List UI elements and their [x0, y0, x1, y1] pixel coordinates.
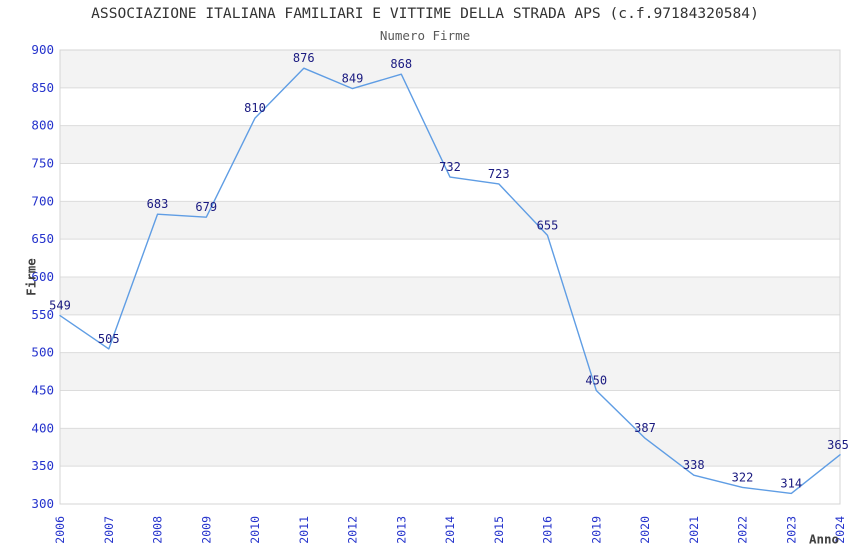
data-point-label: 365: [827, 438, 849, 452]
x-tick-label: 2024: [833, 516, 847, 544]
x-tick-label: 2015: [492, 516, 506, 544]
chart-title: ASSOCIAZIONE ITALIANA FAMILIARI E VITTIM…: [91, 5, 759, 22]
y-tick-label: 900: [31, 42, 54, 57]
plot-bands: [60, 50, 840, 467]
data-point-label: 732: [439, 160, 461, 174]
data-point-label: 314: [780, 476, 802, 490]
x-tick-label: 2011: [297, 516, 311, 544]
x-tick-label: 2009: [199, 516, 213, 544]
plot-border: [59, 49, 841, 505]
y-tick-labels: 300 350 400 450 500 550 600 650 700 750 800 850 900: [31, 42, 54, 511]
data-line: [59, 67, 841, 495]
x-tick-labels: 2006 2007 2008 2009 2010 2011 2012 2013 2014 2015…: [53, 516, 847, 544]
chart-subtitle: Numero Firme: [379, 28, 471, 43]
data-point-label: 868: [390, 57, 412, 71]
y-tick-label: 850: [31, 80, 54, 95]
x-tick-label: 2010: [248, 516, 262, 544]
y-tick-label: 550: [31, 307, 54, 322]
data-point-label: 723: [488, 167, 510, 181]
data-point-label: 322: [732, 470, 754, 484]
data-point-label: 505: [98, 332, 120, 346]
x-tick-label: 2021: [687, 516, 701, 544]
x-tick-label: 2007: [102, 516, 116, 544]
grid-band: [60, 352, 840, 391]
x-tick-label: 2023: [784, 516, 798, 544]
data-point-label: 810: [244, 101, 266, 115]
y-tick-label: 650: [31, 231, 54, 246]
x-tick-label: 2014: [443, 516, 457, 544]
data-point-label: 849: [342, 72, 364, 86]
x-tick-label: 2013: [394, 516, 408, 544]
data-point-label: 387: [634, 421, 656, 435]
data-point-labels: 549 505 683 679 810 876 849 868 732 723 655 450 387 3…: [49, 51, 849, 490]
y-tick-label: 400: [31, 420, 54, 435]
grid-band: [60, 50, 840, 88]
y-tick-label: 800: [31, 118, 54, 133]
data-point-label: 450: [585, 374, 607, 388]
y-tick-label: 450: [31, 383, 54, 398]
data-point-label: 549: [49, 299, 71, 313]
x-axis-title: Anno: [808, 531, 840, 547]
grid-lines: [60, 87, 840, 467]
grid-band: [60, 201, 840, 240]
data-point-label: 876: [293, 51, 315, 65]
y-tick-label: 300: [31, 496, 54, 511]
y-axis-title: Firme: [23, 258, 39, 296]
data-point-label: 338: [683, 458, 705, 472]
x-tick-label: 2020: [638, 516, 652, 544]
data-point-label: 655: [537, 218, 559, 232]
y-tick-label: 500: [31, 345, 54, 360]
x-tick-label: 2022: [736, 516, 750, 544]
grid-band: [60, 277, 840, 315]
x-tick-label: 2008: [151, 516, 165, 544]
data-point-label: 679: [195, 200, 217, 214]
grid-band: [60, 428, 840, 467]
data-point-label: 683: [147, 197, 169, 211]
x-tick-label: 2012: [346, 516, 360, 544]
grid-band: [60, 125, 840, 164]
y-tick-label: 600: [31, 269, 54, 284]
y-tick-label: 350: [31, 458, 54, 473]
y-tick-label: 700: [31, 193, 54, 208]
x-tick-label: 2006: [53, 516, 67, 544]
x-tick-label: 2016: [541, 516, 555, 544]
y-tick-label: 750: [31, 156, 54, 171]
x-tick-label: 2019: [589, 516, 603, 544]
